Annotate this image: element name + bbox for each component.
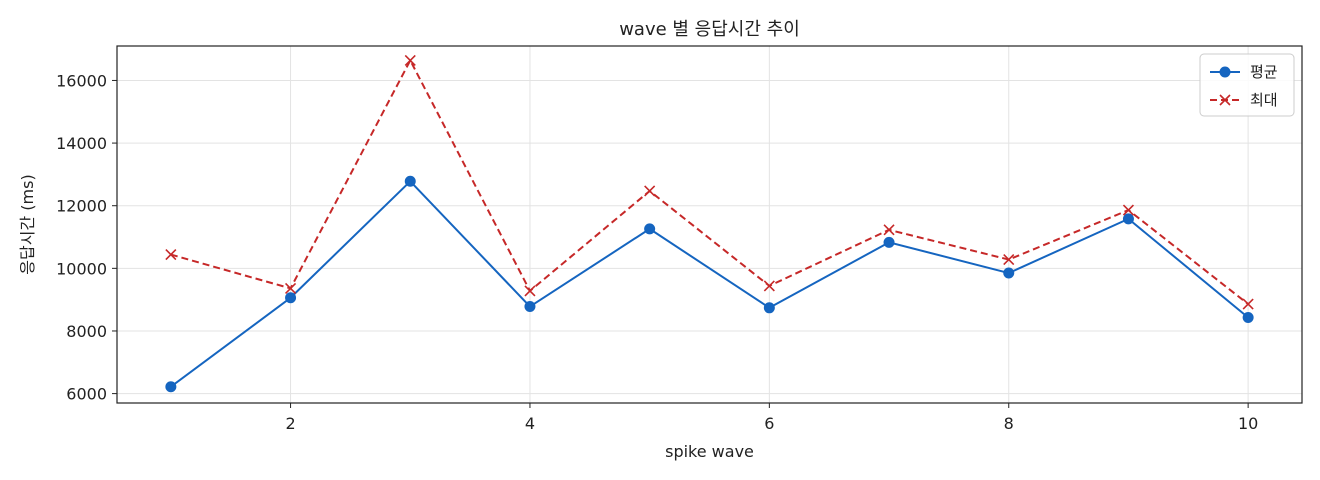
x-tick-label: 6	[764, 414, 774, 433]
x-tick-label: 10	[1238, 414, 1258, 433]
series-1	[165, 175, 1254, 393]
x-tick-label: 2	[285, 414, 295, 433]
legend-box	[1199, 53, 1295, 117]
legend-item: 최대	[1210, 91, 1278, 109]
data-point	[1242, 298, 1254, 310]
y-tick-label: 8000	[66, 322, 107, 341]
data-point	[404, 175, 416, 187]
grid-lines	[117, 46, 1302, 403]
data-point	[524, 285, 536, 297]
data-point	[1122, 213, 1134, 225]
legend-marker	[1219, 94, 1231, 106]
data-point	[1003, 267, 1015, 279]
chart-title: wave 별 응답시간 추이	[619, 19, 800, 40]
data-point	[285, 292, 297, 304]
series-2	[165, 54, 1254, 310]
data-point	[763, 280, 775, 292]
y-tick-label: 16000	[56, 71, 107, 90]
legend-label: 평균	[1250, 63, 1278, 81]
data-point	[644, 223, 656, 235]
data-point	[1003, 254, 1015, 266]
y-tick-label: 12000	[56, 197, 107, 216]
axis-ticks: 2 4 6 8 10 6000 8000 10000 12000 14000 16000	[56, 71, 1258, 433]
series-line	[170, 59, 1249, 305]
plot-area-frame	[116, 45, 1303, 404]
legend-item: 평균	[1210, 63, 1278, 81]
x-tick-label: 8	[1004, 414, 1014, 433]
data-point	[524, 301, 536, 313]
series-line	[170, 180, 1249, 388]
data-point	[883, 224, 895, 236]
data-point	[883, 236, 895, 248]
series-layer	[165, 54, 1254, 393]
data-point	[165, 248, 177, 261]
y-tick-label: 6000	[66, 385, 107, 404]
data-point	[165, 381, 177, 393]
y-tick-label: 14000	[56, 134, 107, 153]
data-point	[1122, 204, 1135, 216]
legend-label: 최대	[1250, 91, 1278, 109]
data-point	[284, 282, 297, 294]
data-point	[1242, 312, 1254, 324]
y-tick-label: 10000	[56, 259, 107, 278]
data-point	[644, 185, 656, 197]
x-tick-label: 4	[525, 414, 535, 433]
x-axis-label: spike wave	[665, 442, 754, 461]
data-point	[763, 302, 775, 314]
y-axis-label: 응답시간 (ms)	[18, 174, 37, 274]
data-point	[404, 54, 416, 66]
legend-marker	[1219, 66, 1231, 78]
